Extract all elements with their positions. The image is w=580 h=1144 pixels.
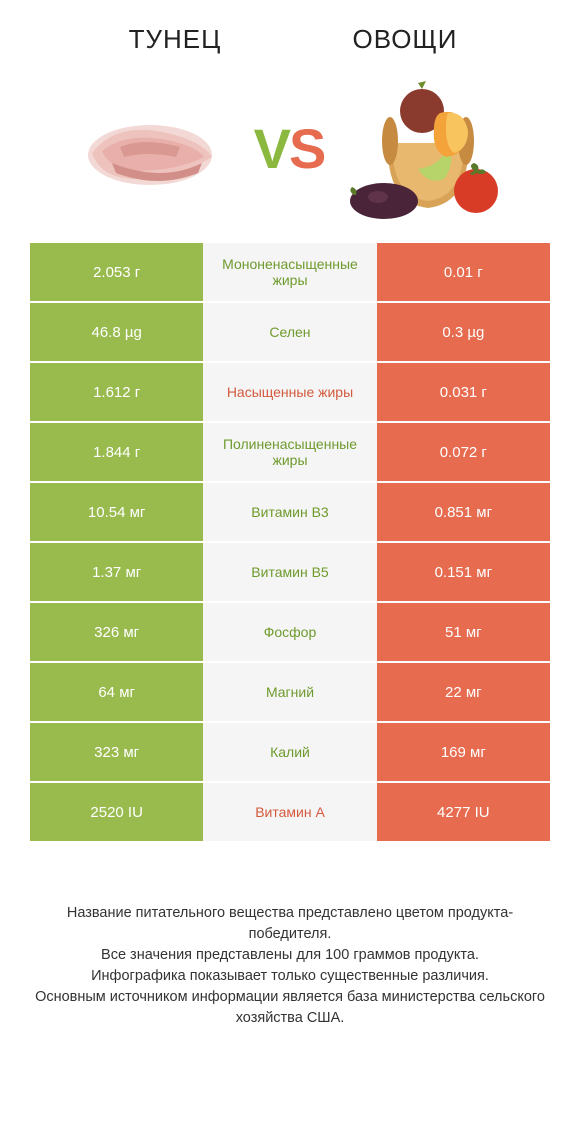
right-food-title: ОВОЩИ — [290, 24, 520, 55]
left-food-title: ТУНЕЦ — [60, 24, 290, 55]
table-row: 323 мгКалий169 мг — [30, 723, 550, 783]
right-value-cell: 22 мг — [377, 663, 550, 721]
nutrient-label-cell: Полиненасыщенные жиры — [203, 423, 376, 481]
footer-line-4: Основным источником информации является … — [34, 987, 546, 1029]
right-value-cell: 0.151 мг — [377, 543, 550, 601]
nutrient-label-cell: Витамин B5 — [203, 543, 376, 601]
footer-line-1: Название питательного вещества представл… — [34, 903, 546, 945]
left-value-cell: 64 мг — [30, 663, 203, 721]
table-row: 2520 IUВитамин A4277 IU — [30, 783, 550, 843]
vs-v: V — [254, 116, 291, 181]
left-value-cell: 1.37 мг — [30, 543, 203, 601]
left-value-cell: 10.54 мг — [30, 483, 203, 541]
header-titles: ТУНЕЦ ОВОЩИ — [0, 0, 580, 63]
comparison-table: 2.053 гМононенасыщенные жиры0.01 г46.8 µ… — [30, 243, 550, 843]
vs-label: VS — [242, 116, 339, 181]
nutrient-label-cell: Витамин A — [203, 783, 376, 841]
table-row: 2.053 гМононенасыщенные жиры0.01 г — [30, 243, 550, 303]
right-value-cell: 0.851 мг — [377, 483, 550, 541]
table-row: 1.37 мгВитамин B50.151 мг — [30, 543, 550, 603]
left-value-cell: 1.844 г — [30, 423, 203, 481]
table-row: 1.844 гПолиненасыщенные жиры0.072 г — [30, 423, 550, 483]
right-value-cell: 4277 IU — [377, 783, 550, 841]
left-value-cell: 323 мг — [30, 723, 203, 781]
right-value-cell: 0.072 г — [377, 423, 550, 481]
right-value-cell: 0.3 µg — [377, 303, 550, 361]
footer-notes: Название питательного вещества представл… — [30, 903, 550, 1029]
footer-line-3: Инфографика показывает только существенн… — [34, 966, 546, 987]
left-value-cell: 46.8 µg — [30, 303, 203, 361]
right-value-cell: 0.031 г — [377, 363, 550, 421]
nutrient-label-cell: Мононенасыщенные жиры — [203, 243, 376, 301]
vegetables-illustration — [338, 73, 518, 223]
nutrient-label-cell: Магний — [203, 663, 376, 721]
table-row: 10.54 мгВитамин B30.851 мг — [30, 483, 550, 543]
footer-line-2: Все значения представлены для 100 граммо… — [34, 945, 546, 966]
nutrient-label-cell: Насыщенные жиры — [203, 363, 376, 421]
right-value-cell: 0.01 г — [377, 243, 550, 301]
left-value-cell: 2520 IU — [30, 783, 203, 841]
left-value-cell: 1.612 г — [30, 363, 203, 421]
left-value-cell: 326 мг — [30, 603, 203, 661]
nutrient-label-cell: Витамин B3 — [203, 483, 376, 541]
right-value-cell: 51 мг — [377, 603, 550, 661]
table-row: 326 мгФосфор51 мг — [30, 603, 550, 663]
nutrient-label-cell: Фосфор — [203, 603, 376, 661]
nutrient-label-cell: Селен — [203, 303, 376, 361]
illustration-row: VS — [0, 63, 580, 243]
nutrient-label-cell: Калий — [203, 723, 376, 781]
table-row: 1.612 гНасыщенные жиры0.031 г — [30, 363, 550, 423]
table-row: 46.8 µgСелен0.3 µg — [30, 303, 550, 363]
vs-s: S — [289, 116, 326, 181]
right-value-cell: 169 мг — [377, 723, 550, 781]
left-value-cell: 2.053 г — [30, 243, 203, 301]
table-row: 64 мгМагний22 мг — [30, 663, 550, 723]
tuna-illustration — [62, 73, 242, 223]
